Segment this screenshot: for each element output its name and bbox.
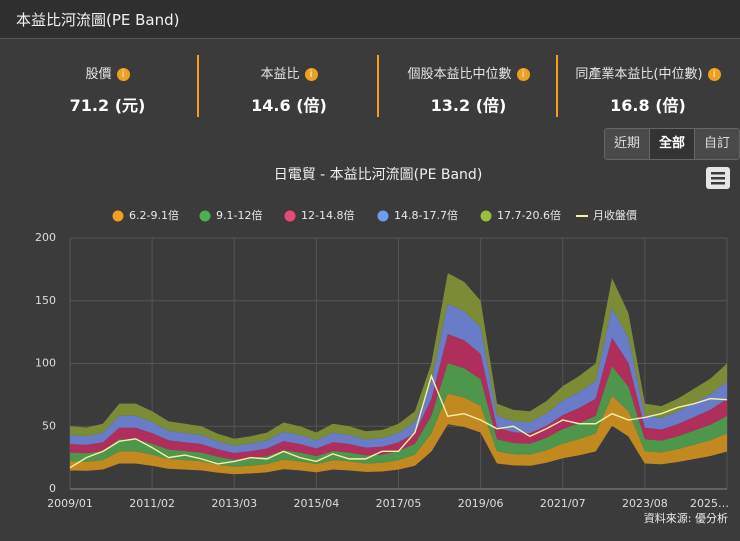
range-button[interactable]: 全部 [649,129,694,159]
range-buttons: 近期 全部 自訂 [604,128,740,160]
header-title: 本益比河流圖(PE Band) [16,11,180,29]
stat-label: 股價 [85,67,112,82]
separator [197,55,199,117]
legend-item[interactable]: 月收盤價 [576,208,637,222]
price-line [69,373,728,469]
legend-item[interactable]: 9.1-12倍 [199,208,263,222]
x-tick-label: 2009/01 [47,497,93,510]
legend-item[interactable]: 12-14.8倍 [284,208,355,222]
legend-item[interactable]: 14.8-17.7倍 [377,208,458,222]
legend-swatch [199,210,211,222]
y-tick-label: 200 [35,231,56,244]
stat-card: 股價 i 71.2 (元) [20,55,195,117]
stat-label-row: 股價 i [20,63,195,82]
menu-bar [711,172,725,175]
range-button[interactable]: 自訂 [694,129,739,159]
stat-label: 個股本益比中位數 [407,67,512,82]
legend-swatch [377,210,389,222]
pe-band [70,363,727,467]
stat-label: 同產業本益比(中位數) [575,67,703,82]
x-tick-label: 2019/06 [458,497,504,510]
y-tick-label: 0 [49,482,56,495]
plot [69,273,728,475]
x-tick-label: 2025… [690,497,729,510]
legend-swatch [112,210,124,222]
stat-card: 同產業本益比(中位數) i 16.8 (倍) [559,55,737,117]
stat-card: 本益比 i 14.6 (倍) [200,55,378,117]
stat-label-row: 本益比 i [200,63,378,82]
separator [377,55,379,117]
x-tick-label: 2013/03 [211,497,257,510]
info-icon[interactable]: i [516,68,530,81]
x-tick-label: 2011/02 [129,497,175,510]
info-icon[interactable]: i [707,68,721,81]
stat-label-row: 同產業本益比(中位數) i [559,63,737,82]
separator [556,55,558,117]
stat-value: 71.2 (元) [69,96,146,115]
legend-label: 9.1-12倍 [216,208,262,222]
legend-label: 17.7-20.6倍 [497,208,561,222]
menu-bar [711,182,725,185]
stat-value: 14.6 (倍) [251,96,327,115]
header: 本益比河流圖(PE Band) [0,0,740,39]
chart-title: 日電貿 - 本益比河流圖(PE Band) [274,167,483,183]
stat-label: 本益比 [260,67,300,82]
legend-swatch [284,210,296,222]
legend-label: 14.8-17.7倍 [394,208,458,222]
legend-label: 月收盤價 [593,208,637,222]
menu-icon[interactable] [706,167,730,189]
stat-value: 13.2 (倍) [430,96,507,115]
x-tick-label: 2023/08 [622,497,668,510]
menu-bar [711,177,725,180]
range-button[interactable]: 近期 [605,129,649,159]
y-tick-label: 150 [35,294,56,307]
x-tick-label: 2021/07 [540,497,586,510]
pe-band [70,393,727,474]
legend-item[interactable]: 17.7-20.6倍 [480,208,561,222]
source-note: 資料來源: 優分析 [644,511,728,525]
pe-band [70,334,727,460]
legend-item[interactable]: 6.2-9.1倍 [112,208,179,222]
y-tick-label: 50 [42,419,56,432]
x-tick-label: 2017/05 [376,497,422,510]
stat-value: 16.8 (倍) [610,96,686,115]
legend-label: 12-14.8倍 [301,208,354,222]
x-tick-label: 2015/04 [294,497,340,510]
stat-card: 個股本益比中位數 i 13.2 (倍) [380,55,557,117]
band-floor [69,423,728,475]
y-tick-label: 100 [35,357,56,370]
stat-label-row: 個股本益比中位數 i [380,63,557,82]
legend-label: 6.2-9.1倍 [129,208,179,222]
legend-swatch [480,210,492,222]
info-icon[interactable]: i [304,68,318,81]
info-icon[interactable]: i [116,68,130,81]
